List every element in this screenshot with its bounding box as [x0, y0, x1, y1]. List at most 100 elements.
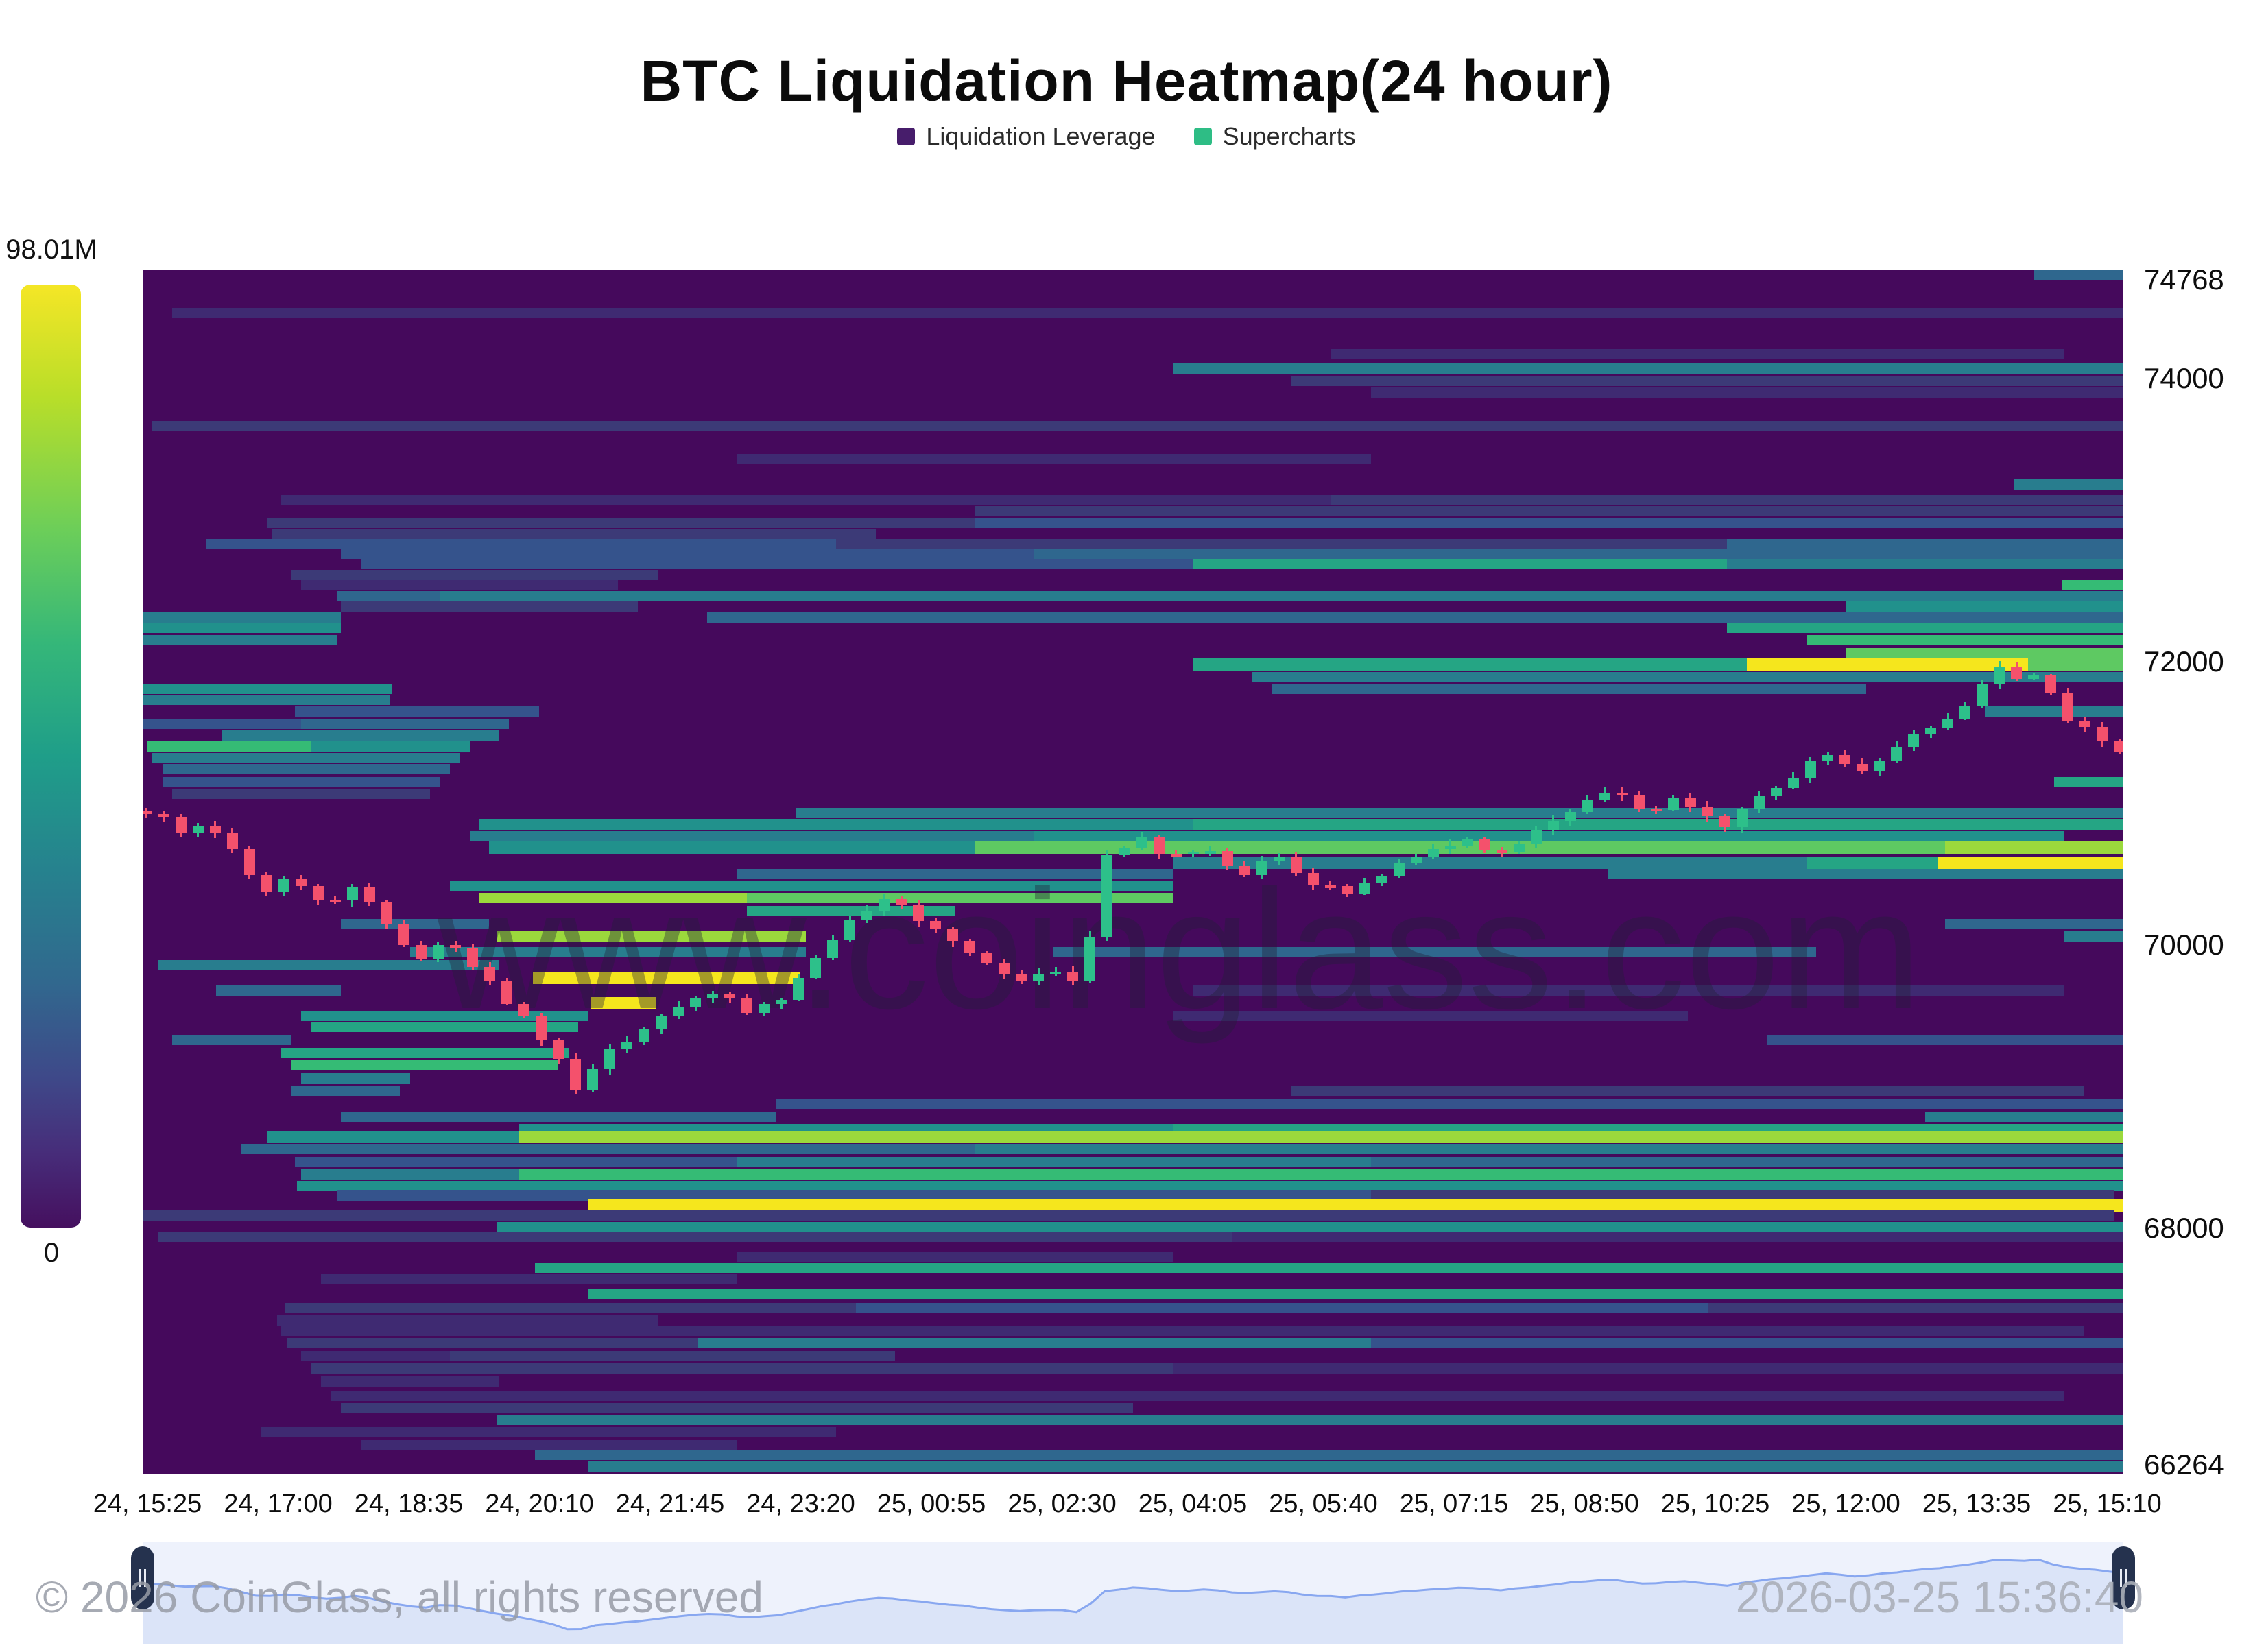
candle-body: [467, 947, 478, 968]
candle-body: [1221, 850, 1233, 866]
candle-body: [278, 879, 289, 892]
range-navigator[interactable]: [142, 1542, 2124, 1644]
x-axis-tick-label: 25, 07:15: [1399, 1489, 1509, 1518]
candle-body: [1204, 850, 1216, 854]
candle-body: [1564, 811, 1576, 821]
heatmap-band: [277, 1315, 658, 1326]
heatmap-band: [301, 1350, 450, 1361]
candle-body: [570, 1059, 582, 1091]
heatmap-band: [1034, 830, 2064, 841]
candle-body: [2079, 721, 2091, 728]
heatmap-band: [2062, 579, 2123, 590]
x-axis-tick-label: 25, 12:00: [1791, 1489, 1900, 1518]
heatmap-band: [301, 1010, 588, 1021]
candle-body: [1016, 974, 1027, 981]
heatmap-band: [1192, 658, 1748, 671]
heatmap-band: [974, 506, 2123, 517]
candle-body: [810, 958, 822, 978]
heatmap-band: [2028, 658, 2123, 671]
candle-body: [776, 1000, 787, 1005]
heatmap-band: [1806, 635, 2123, 646]
candle-body: [2028, 675, 2040, 679]
candle-body: [1410, 857, 1422, 863]
heatmap-band: [143, 683, 392, 694]
legend-item-liquidation-leverage[interactable]: Liquidation Leverage: [897, 122, 1156, 151]
candle-body: [432, 945, 444, 959]
candle-body: [1084, 937, 1096, 981]
x-axis-tick-label: 24, 23:20: [746, 1489, 855, 1518]
legend-item-supercharts[interactable]: Supercharts: [1193, 122, 1356, 151]
heatmap-plot-area[interactable]: www.coinglass.com: [143, 270, 2123, 1474]
heatmap-band: [534, 1450, 2123, 1461]
heatmap-band: [449, 880, 1173, 891]
candle-body: [587, 1068, 599, 1091]
heatmap-band: [974, 517, 2123, 528]
heatmap-band: [1747, 658, 2029, 671]
heatmap-band: [1331, 494, 2123, 505]
heatmap-band: [162, 764, 450, 775]
heatmap-band: [697, 1338, 1371, 1349]
candle-body: [1616, 792, 1628, 795]
colorbar-min-label: 0: [43, 1238, 60, 1268]
heatmap-band: [2034, 270, 2123, 280]
heatmap-band: [301, 1073, 410, 1084]
heatmap-band: [1727, 558, 2123, 569]
candle-body: [312, 885, 324, 900]
heatmap-band: [497, 1414, 2123, 1425]
candle-body: [1496, 850, 1507, 854]
candle-body: [226, 832, 238, 850]
heatmap-band: [360, 558, 1193, 569]
heatmap-band: [1767, 1035, 2123, 1046]
heatmap-band: [449, 1350, 896, 1361]
candle-body: [1547, 820, 1559, 830]
heatmap-band: [440, 591, 2123, 602]
heatmap-band: [143, 719, 302, 730]
heatmap-band: [1172, 1010, 1688, 1021]
heatmap-band: [1370, 1156, 2123, 1167]
heatmap-band: [271, 529, 876, 540]
candle-body: [913, 904, 925, 922]
candle-body: [1804, 760, 1816, 778]
heatmap-band: [479, 893, 747, 904]
candle-body: [398, 924, 409, 945]
heatmap-band: [340, 1403, 1133, 1414]
candle-body: [1119, 847, 1130, 855]
heatmap-band: [152, 752, 460, 763]
x-axis-tick-label: 25, 05:40: [1269, 1489, 1378, 1518]
heatmap-band: [261, 1427, 836, 1438]
heatmap-band: [974, 841, 1946, 854]
heatmap-band: [287, 1338, 698, 1349]
candle-body: [2011, 667, 2023, 679]
candle-body: [861, 911, 873, 921]
heatmap-band: [337, 1190, 1371, 1201]
navigator-right-handle[interactable]: [2112, 1546, 2135, 1609]
heatmap-band: [311, 1363, 1173, 1374]
legend-label: Liquidation Leverage: [926, 122, 1156, 150]
heatmap-band: [1192, 985, 2064, 996]
heatmap-band: [1331, 349, 2064, 360]
candle-body: [2097, 727, 2108, 741]
candle-body: [1342, 886, 1353, 894]
heatmap-band: [295, 1156, 737, 1167]
heatmap-band: [158, 1232, 1232, 1243]
x-axis-tick-label: 25, 15:10: [2053, 1489, 2162, 1518]
candle-wick: [1054, 967, 1057, 977]
navigator-left-handle[interactable]: [131, 1546, 154, 1609]
candle-body: [1033, 974, 1045, 981]
heatmap-band: [1846, 647, 2123, 658]
heatmap-band: [409, 946, 807, 957]
candle-body: [1787, 778, 1799, 788]
candle-body: [981, 953, 993, 963]
candle-body: [1582, 800, 1593, 812]
candle-body: [1359, 883, 1370, 894]
candle-body: [2045, 675, 2057, 693]
heatmap-band: [2014, 479, 2123, 490]
heatmap-band: [588, 1199, 2123, 1213]
candle-body: [1857, 764, 1868, 772]
x-axis-tick-label: 25, 02:30: [1008, 1489, 1117, 1518]
candle-body: [741, 997, 753, 1013]
heatmap-band: [534, 1262, 2123, 1273]
candle-body: [1462, 839, 1473, 846]
copyright-text: © 2026 CoinGlass, all rights reserved: [36, 1572, 763, 1622]
